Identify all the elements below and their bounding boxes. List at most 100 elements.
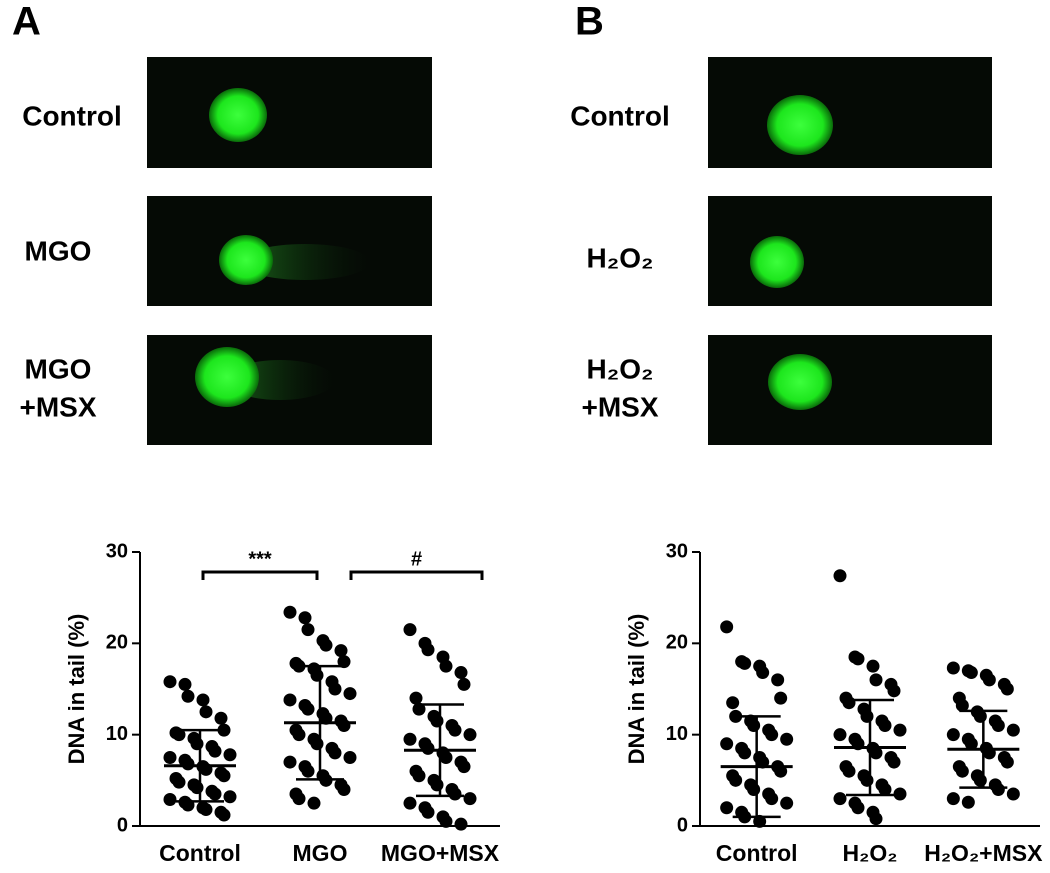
data-point (409, 691, 423, 705)
panel-letter: B (575, 0, 604, 44)
row-label: MGO (25, 235, 92, 266)
data-point (439, 751, 453, 764)
data-point (319, 638, 333, 652)
significance-bracket (349, 570, 484, 580)
data-point (869, 746, 883, 760)
row-label: H₂O₂ (587, 242, 654, 273)
x-tick-label: MGO+MSX (381, 840, 500, 866)
data-point (720, 801, 734, 815)
data-point (439, 659, 453, 673)
significance-label: *** (248, 548, 272, 570)
data-point (310, 737, 324, 751)
y-tick-label: 10 (106, 723, 128, 745)
data-point (729, 773, 743, 787)
data-point (887, 684, 901, 698)
data-point (771, 673, 785, 687)
data-point (199, 803, 213, 817)
data-point (780, 796, 794, 810)
data-point (283, 605, 297, 619)
data-point (887, 755, 901, 769)
data-point (955, 698, 969, 712)
data-point (756, 666, 770, 680)
data-point (163, 751, 177, 764)
comet-images-a (147, 57, 432, 445)
data-point (964, 737, 978, 751)
data-point (343, 751, 357, 764)
data-point (199, 705, 213, 719)
y-tick-label: 0 (117, 814, 128, 836)
x-tick-label: MGO (293, 840, 348, 866)
data-point (738, 746, 752, 760)
data-point (172, 775, 186, 789)
data-point (851, 652, 865, 666)
data-point (1006, 723, 1020, 737)
data-point (765, 728, 779, 742)
data-point (878, 719, 892, 733)
data-point (833, 728, 847, 742)
data-point (753, 814, 767, 828)
data-point (982, 673, 996, 687)
data-point (328, 746, 342, 760)
data-point (190, 781, 204, 795)
data-point (448, 787, 462, 801)
row-label: MGO (25, 353, 92, 384)
data-point (738, 656, 752, 670)
data-point (774, 691, 788, 705)
data-point (463, 792, 477, 806)
data-point (1000, 755, 1014, 769)
data-point (181, 689, 195, 703)
data-point (301, 764, 315, 778)
data-point (337, 782, 351, 796)
comet-images-b (708, 57, 992, 445)
data-point (457, 677, 471, 691)
data-point (833, 569, 847, 583)
row-label: Control (22, 100, 122, 131)
data-point (421, 643, 435, 657)
y-tick-label: 30 (106, 540, 128, 562)
data-point (208, 744, 222, 758)
data-point (454, 666, 468, 680)
data-point (292, 792, 306, 806)
data-point (765, 792, 779, 806)
data-point (955, 764, 969, 778)
data-point (726, 696, 740, 710)
data-point (403, 732, 417, 746)
data-point (860, 709, 874, 723)
data-point (421, 805, 435, 819)
data-point (430, 778, 444, 792)
y-axis-label: DNA in tail (%) (624, 614, 649, 765)
data-point (301, 623, 315, 637)
row-label: Control (570, 100, 670, 131)
data-point (448, 723, 462, 737)
data-point (1000, 682, 1014, 696)
data-point (223, 748, 237, 762)
data-point (833, 792, 847, 806)
y-tick-label: 30 (666, 540, 688, 562)
data-point (310, 668, 324, 682)
data-point (307, 796, 321, 810)
data-point (208, 787, 222, 801)
data-point (337, 719, 351, 733)
data-point (866, 659, 880, 673)
data-point (991, 719, 1005, 733)
data-point (217, 769, 231, 783)
data-point (217, 808, 231, 822)
significance-bracket (201, 570, 319, 580)
y-axis-label: DNA in tail (%) (64, 614, 89, 765)
data-point (172, 728, 186, 742)
data-point (430, 714, 444, 728)
data-point (163, 793, 177, 807)
data-point (842, 764, 856, 778)
data-point (412, 702, 426, 716)
data-point (298, 611, 312, 625)
data-point (973, 773, 987, 787)
y-tick-label: 20 (666, 632, 688, 654)
data-point (412, 769, 426, 783)
data-point (893, 723, 907, 737)
data-point (1006, 787, 1020, 801)
data-point (893, 787, 907, 801)
x-tick-label: Control (716, 840, 798, 866)
data-point (964, 666, 978, 680)
data-point (747, 782, 761, 796)
